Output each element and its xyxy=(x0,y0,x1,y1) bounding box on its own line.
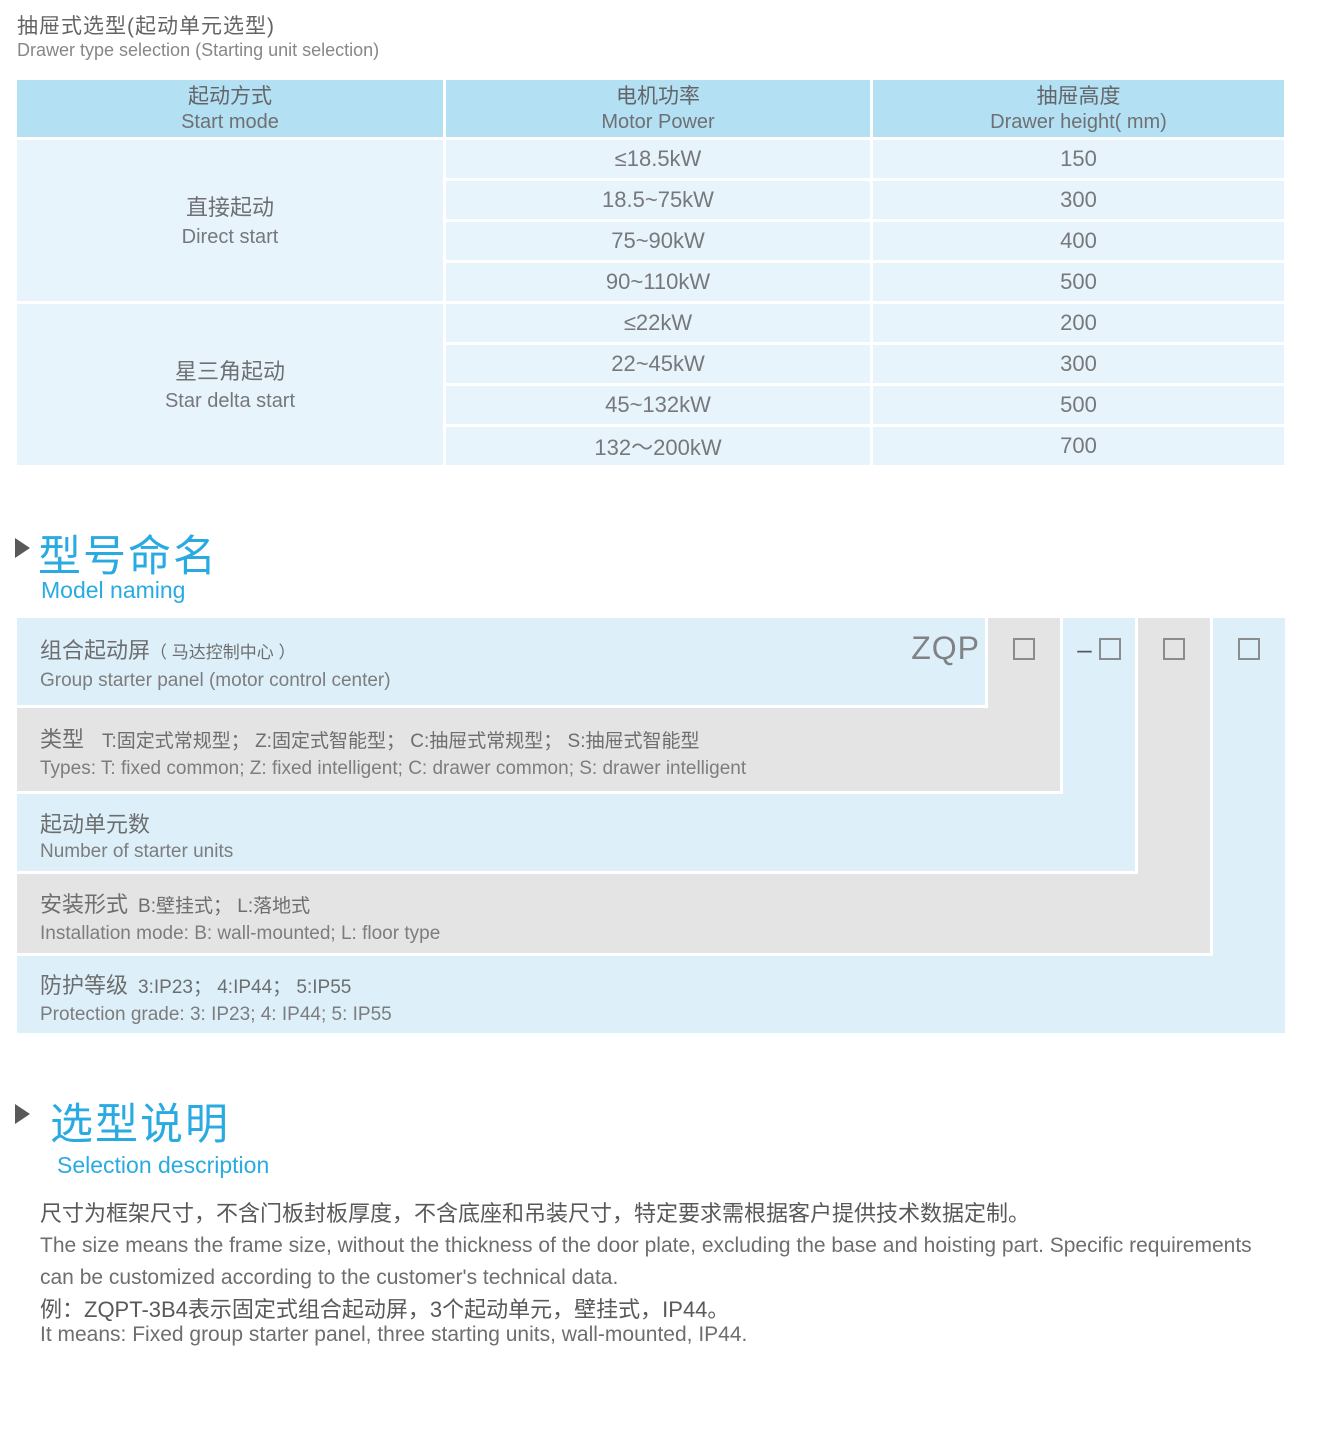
start-mode-direct-cell: 直接起动 Direct start xyxy=(17,140,443,301)
detail-cn: T:固定式常规型； Z:固定式智能型； C:抽屉式常规型； S:抽屉式智能型 xyxy=(102,731,700,752)
detail-cn: B:壁挂式； L:落地式 xyxy=(138,896,311,917)
drawer-selection-table: 起动方式 Start mode 电机功率 Motor Power 抽屉高度 Dr… xyxy=(17,80,1284,465)
model-code-prefix: ZQP xyxy=(911,630,980,666)
model-code-dash: – xyxy=(1077,634,1092,664)
motor-power-cell: 90~110kW xyxy=(446,263,870,301)
motor-power-cell: ≤22kW xyxy=(446,304,870,342)
selection-desc-title-cn: 选型说明 xyxy=(50,1101,230,1149)
placeholder-box-icon xyxy=(1163,638,1185,660)
mode-label-cn: 星三角起动 xyxy=(174,358,285,384)
drawer-height-cell: 700 xyxy=(873,427,1284,465)
header-cn: 起动方式 xyxy=(188,85,272,108)
page-title-en: Drawer type selection (Starting unit sel… xyxy=(17,40,380,60)
placeholder-box-icon xyxy=(1098,638,1121,660)
header-en: Motor Power xyxy=(601,111,715,133)
term-cn: 安装形式 xyxy=(40,892,129,917)
selection-desc-title-en: Selection description xyxy=(57,1152,270,1178)
column-header-drawer-height: 抽屉高度 Drawer height( mm) xyxy=(873,80,1284,137)
header-cn: 电机功率 xyxy=(616,85,700,108)
paren-cn: （ 马达控制中心 ） xyxy=(150,643,296,662)
naming-row-label-cn: 类型 T:固定式常规型； Z:固定式智能型； C:抽屉式常规型； S:抽屉式智能型 xyxy=(40,722,699,754)
term-cn: 组合起动屏 xyxy=(40,638,151,663)
example-paragraph-en: It means: Fixed group starter panel, thr… xyxy=(40,1323,748,1346)
drawer-height-cell: 400 xyxy=(873,222,1284,260)
drawer-height-cell: 500 xyxy=(873,263,1284,301)
header-cn: 抽屉高度 xyxy=(1036,85,1121,108)
detail-cn: 3:IP23； 4:IP44； 5:IP55 xyxy=(138,977,352,998)
naming-row-label-cn: 防护等级 3:IP23； 4:IP44； 5:IP55 xyxy=(40,968,351,1000)
placeholder-box-icon xyxy=(1013,638,1035,660)
motor-power-cell: 22~45kW xyxy=(446,345,870,383)
naming-column-units: – xyxy=(1063,618,1135,871)
motor-power-cell: 75~90kW xyxy=(446,222,870,260)
section-arrow-icon xyxy=(15,538,30,558)
page-title-cn: 抽屉式选型(起动单元选型) xyxy=(17,15,275,38)
model-naming-title-cn: 型号命名 xyxy=(38,533,218,581)
description-paragraph-en: The size means the frame size, without t… xyxy=(40,1234,1252,1289)
start-mode-star-delta-cell: 星三角起动 Star delta start xyxy=(17,304,443,465)
drawer-height-cell: 300 xyxy=(873,345,1284,383)
model-naming-title-en: Model naming xyxy=(41,577,186,603)
naming-column-type xyxy=(988,618,1060,791)
example-paragraph-cn: 例：ZQPT-3B4表示固定式组合起动屏，3个起动单元，壁挂式，IP44。 xyxy=(40,1297,730,1322)
mode-label-en: Direct start xyxy=(181,225,279,248)
naming-column-installation xyxy=(1138,618,1210,953)
header-en: Start mode xyxy=(181,111,279,133)
naming-row-starter-units: 起动单元数 Number of starter units xyxy=(17,794,1135,871)
term-cn: 防护等级 xyxy=(40,973,129,998)
column-header-motor-power: 电机功率 Motor Power xyxy=(446,80,870,137)
motor-power-cell: ≤18.5kW xyxy=(446,140,870,178)
naming-row-installation-mode: 安装形式 B:壁挂式； L:落地式 Installation mode: B: w… xyxy=(17,874,1210,953)
term-cn: 类型 xyxy=(40,727,85,752)
naming-row-label-cn: 起动单元数 xyxy=(40,812,151,837)
naming-row-label-cn: 组合起动屏（ 马达控制中心 ） xyxy=(40,633,295,665)
naming-row-label-en: Installation mode: B: wall-mounted; L: f… xyxy=(40,923,441,944)
mode-label-en: Star delta start xyxy=(164,389,296,412)
naming-column-protection xyxy=(1213,618,1285,1033)
header-en: Drawer height( mm) xyxy=(990,111,1167,133)
motor-power-cell: 132～200kW xyxy=(446,427,870,465)
mode-label-cn: 直接起动 xyxy=(185,194,274,220)
drawer-height-cell: 200 xyxy=(873,304,1284,342)
drawer-height-cell: 150 xyxy=(873,140,1284,178)
naming-row-group-starter-panel: 组合起动屏（ 马达控制中心 ） Group starter panel (mot… xyxy=(17,618,985,705)
naming-row-types: 类型 T:固定式常规型； Z:固定式智能型； C:抽屉式常规型； S:抽屉式智能型… xyxy=(17,708,1060,791)
description-paragraph-cn: 尺寸为框架尺寸，不含门板封板厚度，不含底座和吊装尺寸，特定要求需根据客户提供技术… xyxy=(40,1201,1031,1226)
section-arrow-icon xyxy=(15,1104,30,1124)
naming-row-label-cn: 安装形式 B:壁挂式； L:落地式 xyxy=(40,887,310,919)
motor-power-cell: 18.5~75kW xyxy=(446,181,870,219)
drawer-height-cell: 300 xyxy=(873,181,1284,219)
naming-row-label-en: Number of starter units xyxy=(40,841,234,862)
naming-row-label-en: Types: T: fixed common; Z: fixed intelli… xyxy=(40,758,747,779)
column-header-start-mode: 起动方式 Start mode xyxy=(17,80,443,137)
naming-row-label-en: Protection grade: 3: IP23; 4: IP44; 5: I… xyxy=(40,1004,392,1025)
naming-row-label-en: Group starter panel (motor control cente… xyxy=(40,670,391,691)
placeholder-box-icon xyxy=(1238,638,1260,660)
motor-power-cell: 45~132kW xyxy=(446,386,870,424)
naming-row-protection-grade: 防护等级 3:IP23； 4:IP44； 5:IP55 Protection gr… xyxy=(17,956,1285,1033)
drawer-height-cell: 500 xyxy=(873,386,1284,424)
